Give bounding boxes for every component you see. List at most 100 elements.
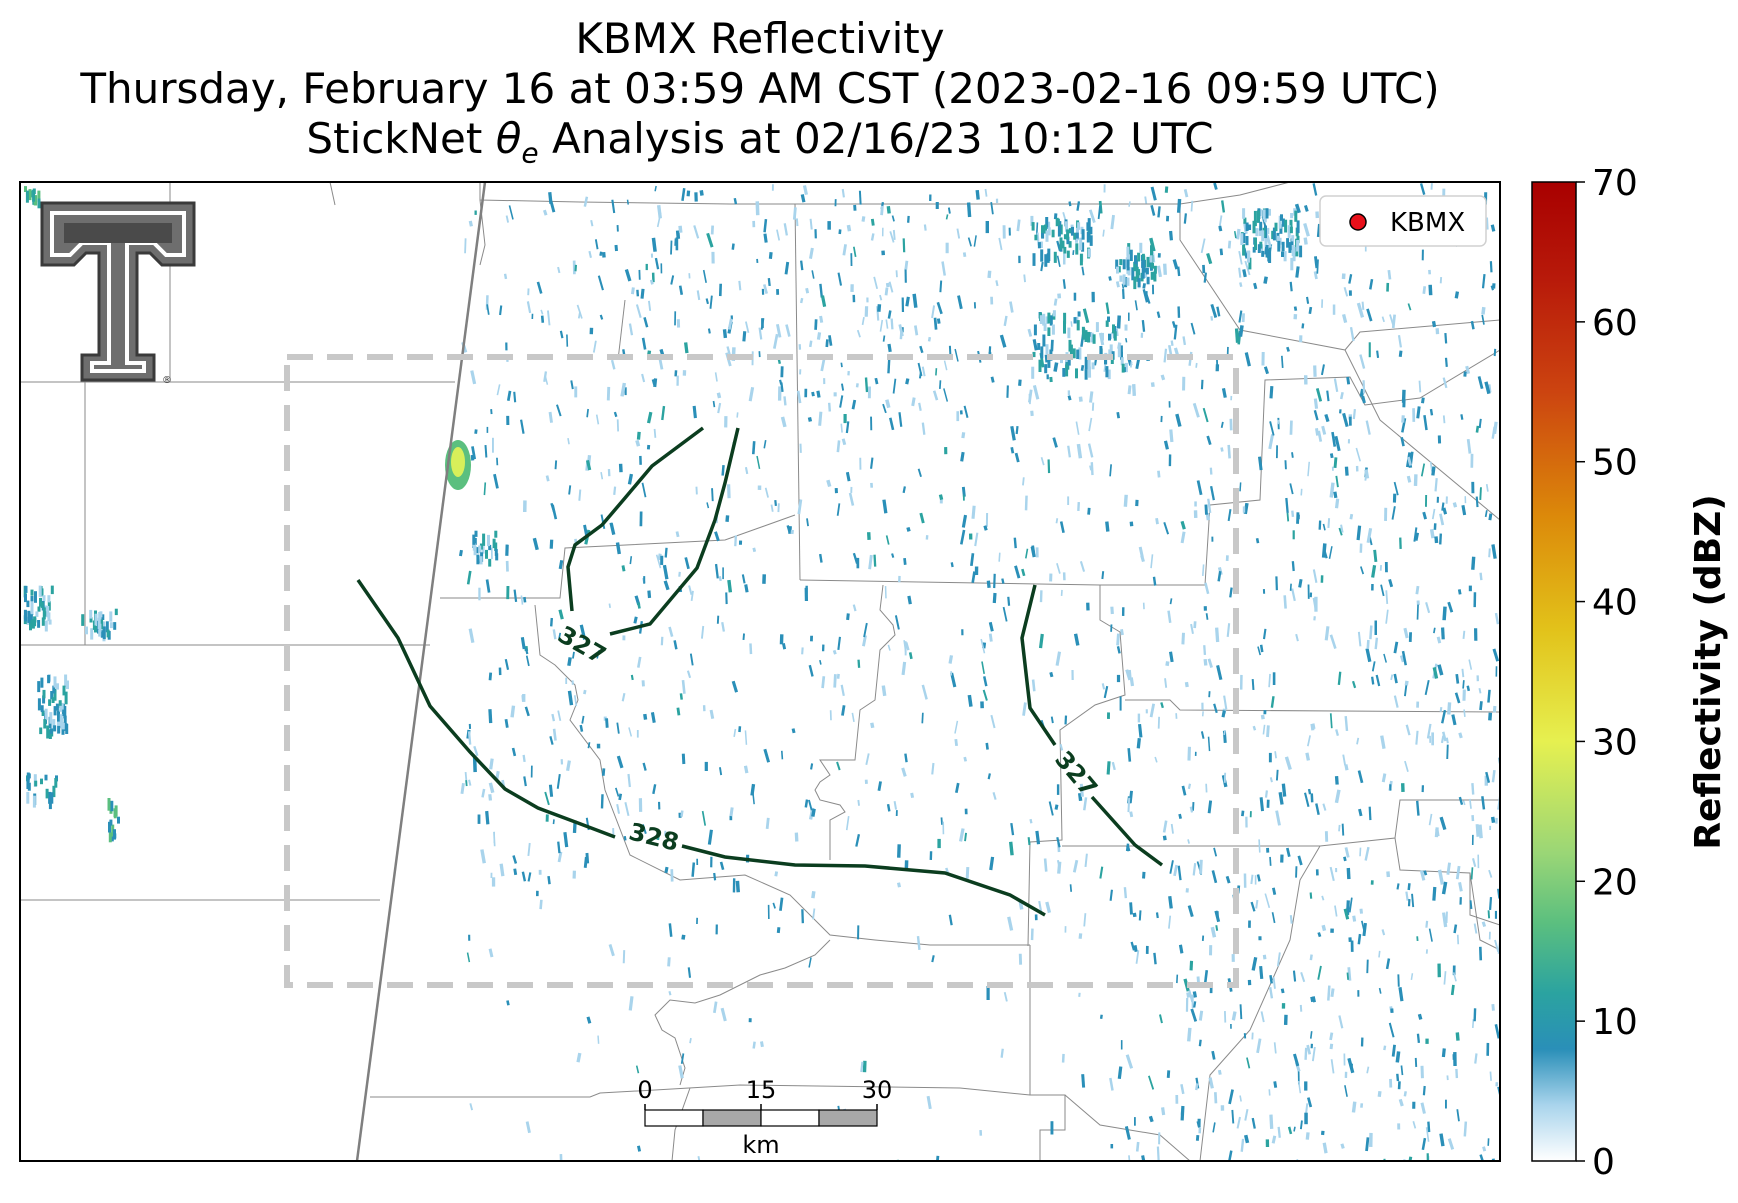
radar-echo-gate	[1252, 220, 1256, 234]
radar-echo-gate	[656, 831, 661, 841]
radar-echo-gate	[1239, 1095, 1242, 1102]
radar-echo-gate	[983, 676, 988, 687]
radar-echo-gate	[1417, 1013, 1423, 1020]
title-line-3-suffix: Analysis at 02/16/23 10:12 UTC	[538, 114, 1214, 163]
radar-echo-gate	[927, 336, 932, 342]
radar-echo-gate	[1082, 797, 1088, 811]
radar-echo-gate	[465, 780, 468, 787]
radar-echo-gate	[1478, 824, 1483, 839]
radar-echo-gate	[506, 415, 510, 425]
radar-echo-gate	[1255, 228, 1259, 237]
radar-echo-gate	[764, 487, 769, 498]
radar-echo-gate	[1487, 689, 1491, 703]
radar-echo-gate	[1069, 884, 1073, 892]
radar-echo-gate	[1110, 624, 1113, 632]
radar-echo-gate	[37, 681, 41, 693]
radar-echo-gate	[1414, 1057, 1418, 1067]
county-line	[671, 1087, 691, 1161]
radar-echo-gate	[1359, 847, 1362, 857]
radar-echo-gate	[1066, 236, 1070, 245]
radar-echo-gate	[1494, 939, 1500, 952]
radar-echo-gate	[1471, 815, 1475, 822]
radar-echo-gate	[1192, 863, 1197, 876]
radar-echo-gate	[799, 369, 802, 375]
radar-echo-gate	[1177, 865, 1182, 881]
radar-echo-gate	[971, 505, 976, 519]
radar-echo-gate	[1481, 314, 1485, 325]
radar-echo-gate	[1010, 425, 1016, 441]
registered-mark: ®	[162, 375, 172, 386]
radar-echo-gate	[947, 207, 951, 214]
radar-echo-gate	[1257, 210, 1260, 223]
radar-echo-gate	[943, 388, 949, 402]
radar-echo-gate	[967, 237, 972, 247]
radar-echo-gate	[1343, 856, 1347, 862]
radar-echo-gate	[1211, 870, 1218, 884]
radar-echo-gate	[108, 832, 112, 843]
radar-echo-gate	[1275, 576, 1278, 591]
radar-echo-gate	[755, 201, 760, 216]
radar-echo-gate	[691, 862, 696, 877]
radar-echo-gate	[852, 604, 857, 612]
radar-echo-gate	[492, 538, 496, 549]
radar-echo-gate	[1210, 926, 1217, 938]
radar-echo-gate	[681, 934, 686, 940]
radar-echo-gate	[944, 447, 948, 455]
radar-echo-gate	[1471, 783, 1475, 795]
radar-echo-gate	[651, 378, 657, 385]
radar-echo-gate	[1189, 806, 1194, 813]
radar-echo-gate	[744, 466, 749, 475]
radar-echo-gate	[527, 842, 531, 857]
radar-echo-gate	[895, 810, 898, 817]
radar-echo-gate	[1242, 506, 1246, 513]
radar-echo-gate	[496, 384, 501, 396]
scale-segment	[818, 1109, 878, 1127]
radar-echo-gate	[1149, 237, 1156, 252]
radar-echo-gate	[901, 661, 907, 676]
radar-echo-gate	[1000, 1048, 1004, 1058]
colorbar-tick-label: 70	[1592, 163, 1638, 204]
radar-echo-gate	[548, 784, 554, 797]
radar-echo-gate	[964, 808, 968, 815]
radar-echo-gate	[1203, 272, 1207, 283]
radar-echo-gate	[660, 636, 664, 646]
radar-echo-gate	[1162, 835, 1167, 841]
radar-echo-gate	[1039, 241, 1043, 248]
radar-echo-gate	[903, 558, 907, 565]
radar-echo-gate	[1135, 1141, 1140, 1152]
radar-echo-gate	[1291, 452, 1294, 458]
radar-echo-gate	[1378, 950, 1381, 958]
radar-echo-gate	[1201, 711, 1204, 717]
radar-echo-gate	[1365, 420, 1371, 435]
radar-echo-gate	[1099, 866, 1104, 879]
radar-echo-gate	[1432, 886, 1437, 901]
radar-echo-gate	[809, 340, 813, 348]
radar-echo-gate	[90, 628, 94, 640]
radar-echo-gate	[630, 674, 634, 681]
radar-echo-gate	[1212, 309, 1217, 317]
radar-echo-gate	[1003, 315, 1008, 327]
radar-echo-gate	[1348, 273, 1353, 284]
radar-echo-gate	[1251, 1117, 1256, 1129]
radar-echo-gate	[47, 601, 51, 611]
radar-echo-gate	[1304, 1081, 1308, 1091]
radar-echo-gate	[1157, 265, 1162, 278]
radar-echo-gate	[536, 890, 539, 897]
radar-echo-gate	[1346, 867, 1351, 880]
radar-echo-gate	[1064, 926, 1067, 933]
radar-echo-gate	[845, 471, 851, 482]
radar-echo-gate	[772, 333, 779, 349]
radar-echo-gate	[1280, 854, 1284, 863]
radar-echo-gate	[53, 725, 57, 732]
radar-echo-gate	[853, 204, 857, 211]
radar-echo-gate	[1351, 1101, 1357, 1113]
radar-echo-gate	[738, 540, 743, 545]
radar-echo-gate	[1349, 513, 1354, 520]
radar-echo-gate	[39, 597, 42, 607]
radar-echo-gate	[1250, 874, 1254, 885]
radar-echo-gate	[520, 637, 526, 650]
radar-echo-gate	[1257, 244, 1261, 253]
radar-echo-gate	[488, 782, 495, 794]
radar-echo-gate	[816, 390, 821, 398]
radar-echo-gate	[840, 362, 843, 368]
